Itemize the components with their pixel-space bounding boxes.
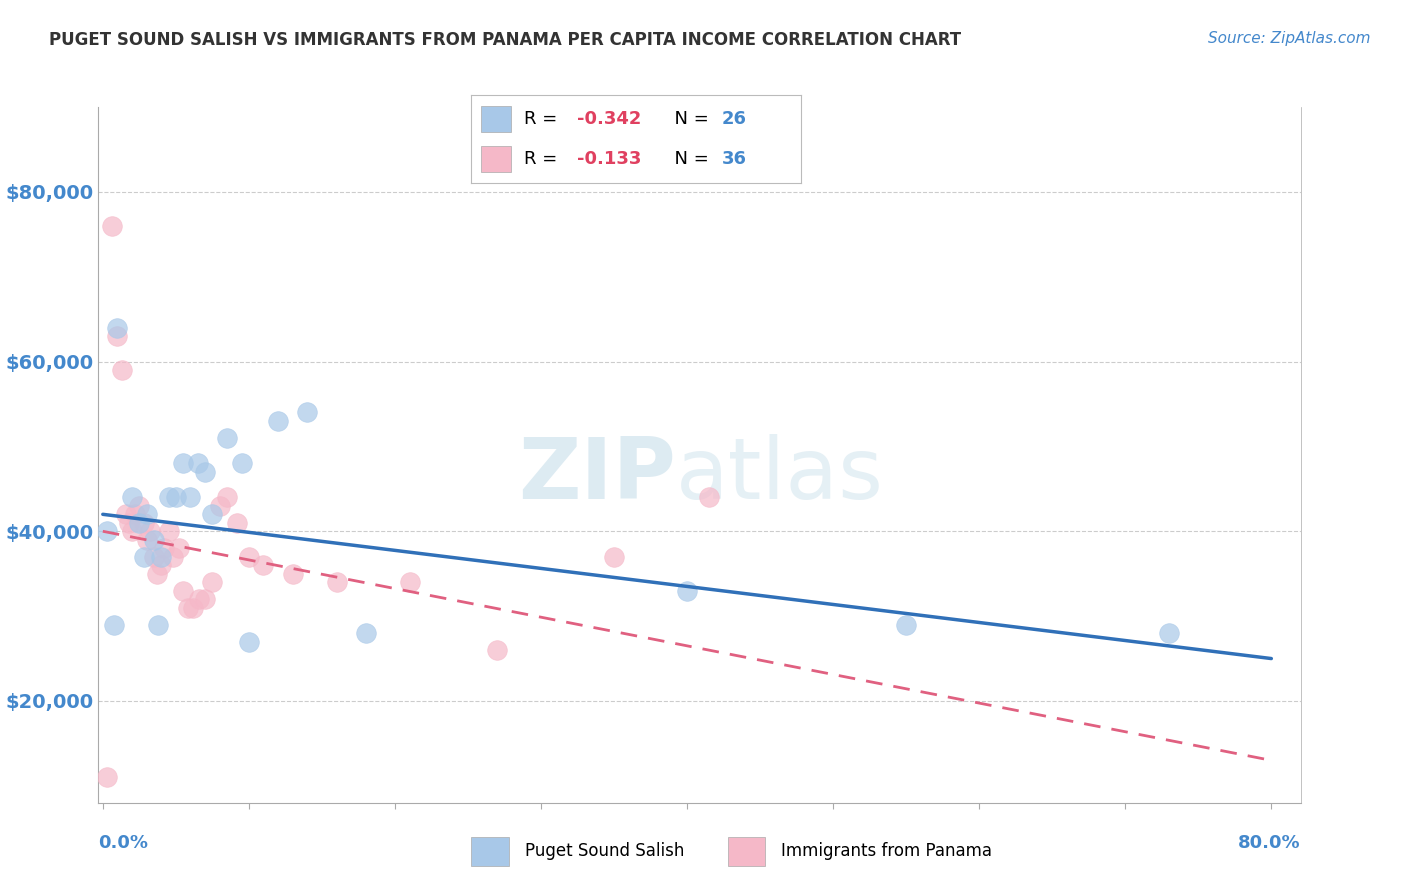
Point — [162, 549, 184, 564]
Point — [354, 626, 377, 640]
Point — [325, 575, 347, 590]
Point — [676, 583, 699, 598]
Point — [201, 575, 224, 590]
Text: 80.0%: 80.0% — [1237, 834, 1301, 852]
Point — [142, 533, 165, 547]
Text: R =: R = — [524, 150, 562, 169]
Point — [188, 592, 211, 607]
Text: Puget Sound Salish: Puget Sound Salish — [524, 842, 685, 861]
Point — [252, 558, 274, 573]
Point — [226, 516, 249, 530]
Point — [121, 524, 143, 539]
Point — [124, 508, 146, 522]
Point — [215, 431, 238, 445]
Point — [238, 549, 260, 564]
Text: 26: 26 — [723, 110, 747, 128]
Point — [128, 499, 150, 513]
Point — [172, 457, 194, 471]
Point — [128, 516, 150, 530]
Point — [100, 219, 122, 233]
Point — [201, 508, 224, 522]
Point — [142, 549, 165, 564]
Point — [1159, 626, 1181, 640]
Point — [118, 516, 141, 530]
Point — [165, 491, 187, 505]
Text: Source: ZipAtlas.com: Source: ZipAtlas.com — [1208, 31, 1371, 46]
Text: 0.0%: 0.0% — [98, 834, 149, 852]
Point — [153, 541, 176, 556]
Point — [146, 566, 169, 581]
Point — [96, 770, 118, 784]
Point — [896, 617, 918, 632]
Point — [135, 508, 157, 522]
FancyBboxPatch shape — [481, 146, 510, 172]
Text: 36: 36 — [723, 150, 747, 169]
Point — [157, 491, 180, 505]
Point — [167, 541, 190, 556]
Point — [103, 617, 125, 632]
Point — [267, 414, 290, 428]
Point — [148, 617, 170, 632]
Point — [486, 643, 509, 657]
Point — [121, 491, 143, 505]
Point — [135, 533, 157, 547]
Text: PUGET SOUND SALISH VS IMMIGRANTS FROM PANAMA PER CAPITA INCOME CORRELATION CHART: PUGET SOUND SALISH VS IMMIGRANTS FROM PA… — [49, 31, 962, 49]
Point — [194, 465, 217, 479]
Point — [132, 516, 155, 530]
Point — [107, 329, 129, 343]
Point — [138, 524, 160, 539]
Point — [150, 558, 173, 573]
Point — [111, 363, 134, 377]
Text: ZIP: ZIP — [517, 434, 675, 517]
Point — [183, 600, 205, 615]
Point — [187, 457, 209, 471]
Point — [107, 320, 129, 334]
Text: N =: N = — [662, 110, 714, 128]
Point — [179, 491, 201, 505]
Point — [157, 524, 180, 539]
Text: -0.342: -0.342 — [576, 110, 641, 128]
Point — [603, 549, 626, 564]
Text: N =: N = — [662, 150, 714, 169]
Point — [231, 457, 253, 471]
Point — [281, 566, 304, 581]
Text: -0.133: -0.133 — [576, 150, 641, 169]
Text: Immigrants from Panama: Immigrants from Panama — [782, 842, 993, 861]
Point — [215, 491, 238, 505]
Point — [115, 508, 138, 522]
Point — [208, 499, 231, 513]
Point — [297, 405, 319, 419]
Point — [132, 549, 155, 564]
Point — [172, 583, 194, 598]
Point — [96, 524, 118, 539]
Point — [176, 600, 198, 615]
Point — [238, 634, 260, 648]
Text: R =: R = — [524, 110, 562, 128]
Point — [697, 491, 720, 505]
Point — [398, 575, 420, 590]
FancyBboxPatch shape — [728, 837, 765, 866]
Text: atlas: atlas — [675, 434, 883, 517]
Point — [150, 549, 173, 564]
Point — [194, 592, 217, 607]
FancyBboxPatch shape — [481, 106, 510, 132]
FancyBboxPatch shape — [471, 837, 509, 866]
